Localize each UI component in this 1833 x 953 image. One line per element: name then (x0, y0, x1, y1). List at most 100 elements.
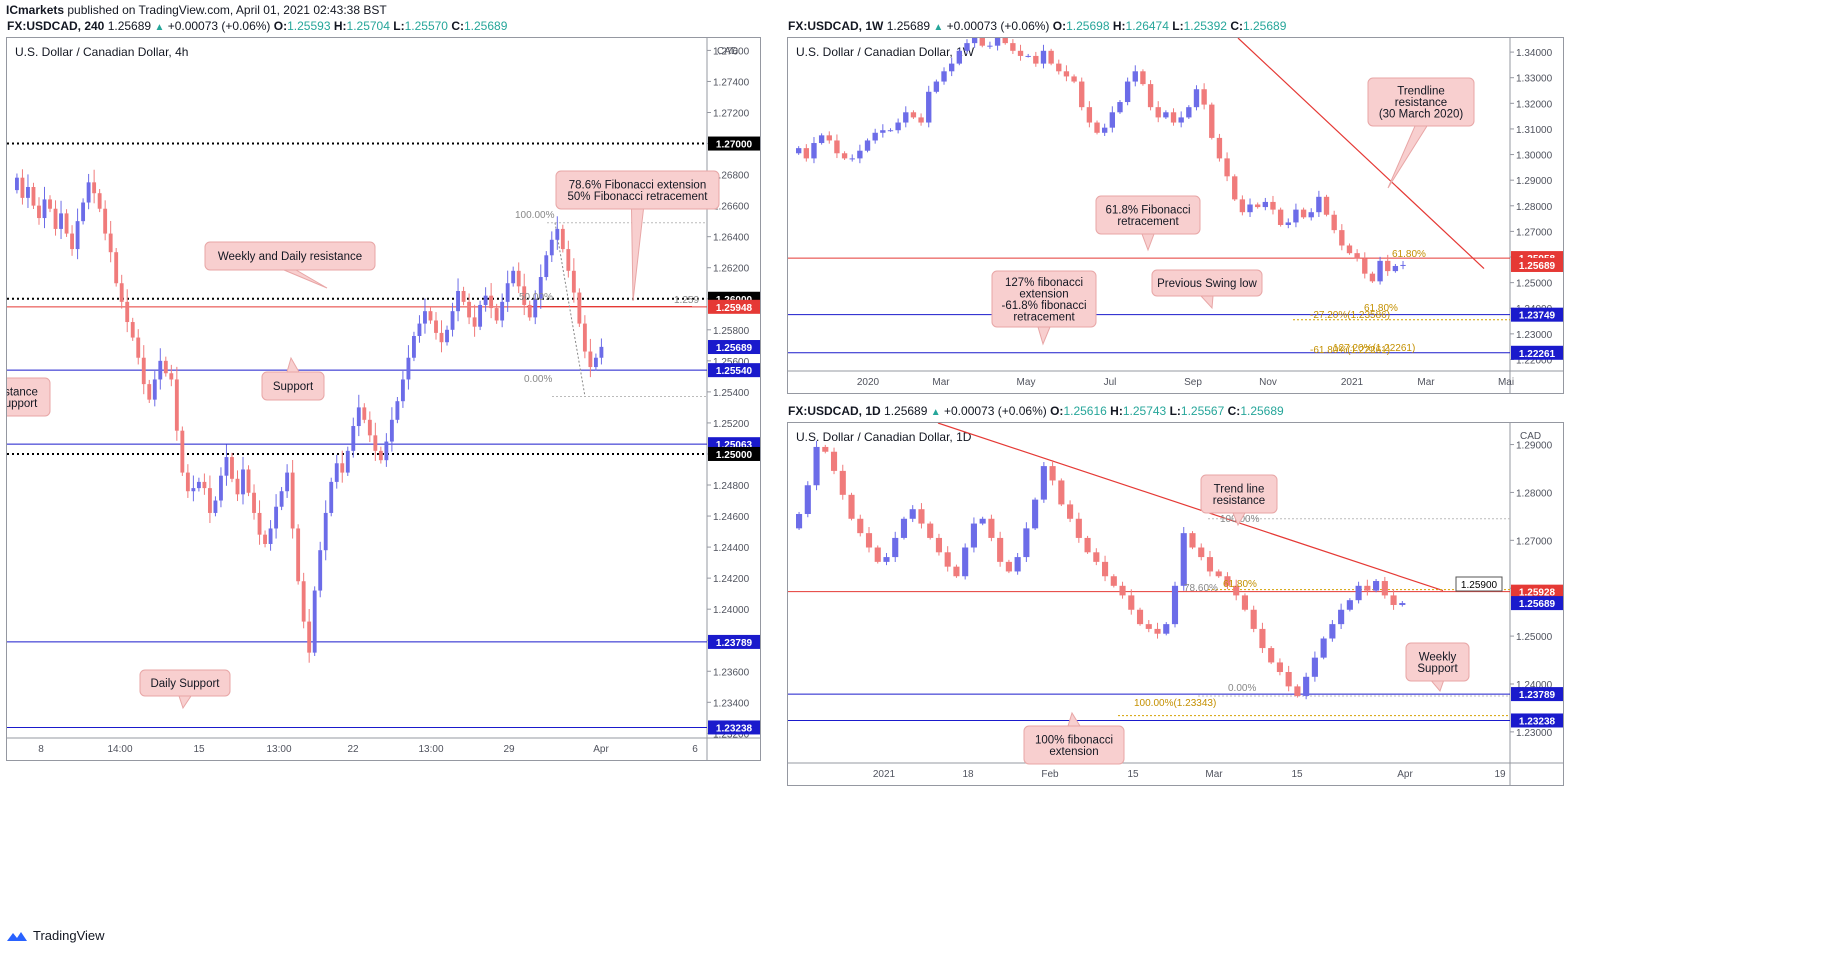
candle-body (1119, 585, 1126, 596)
candle-body (42, 199, 47, 219)
callout-text: Trendline (1397, 86, 1445, 98)
y-tick-label: 1.25600 (713, 357, 750, 368)
candle-body (1063, 71, 1070, 77)
candle-body (230, 457, 234, 479)
candle-body (53, 208, 58, 229)
y-tick-label: 1.23200 (713, 729, 750, 740)
candle-body (1109, 112, 1116, 128)
candle-body (599, 346, 604, 358)
y-tick-label: 1.26800 (713, 171, 750, 182)
y-tick-label: 1.24400 (713, 543, 750, 554)
candle-body (811, 143, 817, 159)
candle-body (1354, 253, 1360, 259)
candle-body (483, 295, 488, 305)
candle-body (1270, 201, 1276, 210)
candle-body (395, 401, 400, 420)
candle-body (1373, 581, 1380, 591)
callout-text: Support (1417, 663, 1458, 675)
chart-panel-1d[interactable]: FX:USDCAD, 1D 1.25689 ▲ +0.00073 (+0.06%… (787, 404, 1564, 786)
x-tick-label: 15 (193, 744, 205, 755)
chart-symbol-label: U.S. Dollar / Canadian Dollar, 1W (796, 45, 975, 59)
candle-body (296, 528, 301, 582)
candle-body (1025, 55, 1031, 57)
candle-body (456, 290, 460, 312)
callout-pointer (1199, 295, 1214, 310)
candle-body (1049, 466, 1056, 481)
candle-body (880, 130, 886, 133)
candle-body (571, 270, 576, 293)
candle-body (872, 132, 878, 141)
price-badge (708, 136, 760, 151)
candle-body (158, 360, 163, 380)
candle-body (1399, 603, 1406, 605)
candle-body (883, 557, 890, 562)
candle-body (356, 407, 361, 427)
candle-body (1339, 230, 1345, 246)
candle-body (48, 199, 52, 209)
candle-body (15, 177, 19, 191)
y-tick-label: 1.25800 (713, 326, 750, 337)
price-badge-label: 1.25689 (716, 343, 753, 354)
y-tick-label: 1.28000 (1516, 202, 1553, 213)
candle-body (130, 322, 135, 338)
fib-swing-line (554, 222, 586, 397)
candle-body (1048, 50, 1054, 64)
panel-title-1w: FX:USDCAD, 1W 1.25689 ▲ +0.00073 (+0.06%… (788, 19, 1287, 33)
symbol-label: FX:USDCAD, 1D (788, 404, 881, 418)
candle-body (235, 478, 240, 495)
tradingview-footer[interactable]: TradingView (6, 928, 105, 943)
candle-body (804, 485, 811, 514)
candle-body (59, 213, 63, 229)
currency-label: CAD (717, 46, 738, 57)
candle-body (1250, 609, 1257, 629)
price-badge-label: 1.25689 (1519, 599, 1556, 610)
candle-body (1362, 258, 1368, 274)
fib-label: 61.80% (1392, 249, 1426, 260)
candle-body (1316, 196, 1322, 213)
chart-canvas-1w[interactable]: U.S. Dollar / Canadian Dollar, 1W 1.34000… (788, 38, 1563, 393)
fib-label: 61.80% (1364, 303, 1398, 314)
candle-body (848, 494, 855, 519)
y-tick-label: 1.25000 (1516, 632, 1553, 643)
candle-body (555, 228, 560, 240)
candle-body (1075, 518, 1082, 538)
candle-body (1040, 50, 1047, 64)
candle-body (1193, 89, 1200, 108)
chart-panel-1w[interactable]: FX:USDCAD, 1W 1.25689 ▲ +0.00073 (+0.06%… (787, 19, 1564, 394)
candle-body (412, 336, 416, 358)
candle-body (918, 509, 925, 524)
candle-body (290, 472, 295, 529)
close-value: 1.25689 (1240, 404, 1284, 418)
candle-body (1346, 600, 1353, 610)
last-price: 1.25689 (107, 19, 152, 33)
x-tick-label: 15 (1291, 769, 1303, 780)
fib-label: 1.259 (674, 295, 699, 306)
candle-body (75, 221, 80, 250)
fib-label: 61.80% (1223, 579, 1257, 590)
chart-canvas-1d[interactable]: U.S. Dollar / Canadian Dollar, 1D 1.29000… (788, 423, 1563, 785)
candle-body (389, 419, 394, 442)
last-price: 1.25689 (884, 404, 928, 418)
y-tick-label: 1.24000 (1516, 680, 1553, 691)
x-tick-label: 18 (962, 769, 974, 780)
chart-canvas-4h[interactable]: U.S. Dollar / Canadian Dollar, 4h 1.27600… (7, 38, 760, 760)
y-tick-label: 1.27000 (1516, 536, 1553, 547)
candle-body (549, 239, 554, 256)
candle-body (241, 469, 245, 495)
candle-body (263, 534, 267, 544)
candle-body (1331, 214, 1337, 231)
last-price: 1.25689 (886, 19, 931, 33)
candle-body (964, 43, 970, 51)
candle-body (224, 457, 229, 476)
y-tick-label: 1.23400 (713, 698, 750, 709)
callout-box (7, 377, 51, 417)
chart-panel-4h[interactable]: FX:USDCAD, 240 1.25689 ▲ +0.00073 (+0.06… (6, 19, 761, 761)
candle-body (434, 320, 438, 333)
candle-body (86, 182, 91, 203)
candle-body (582, 323, 587, 352)
candle-body (467, 301, 472, 318)
